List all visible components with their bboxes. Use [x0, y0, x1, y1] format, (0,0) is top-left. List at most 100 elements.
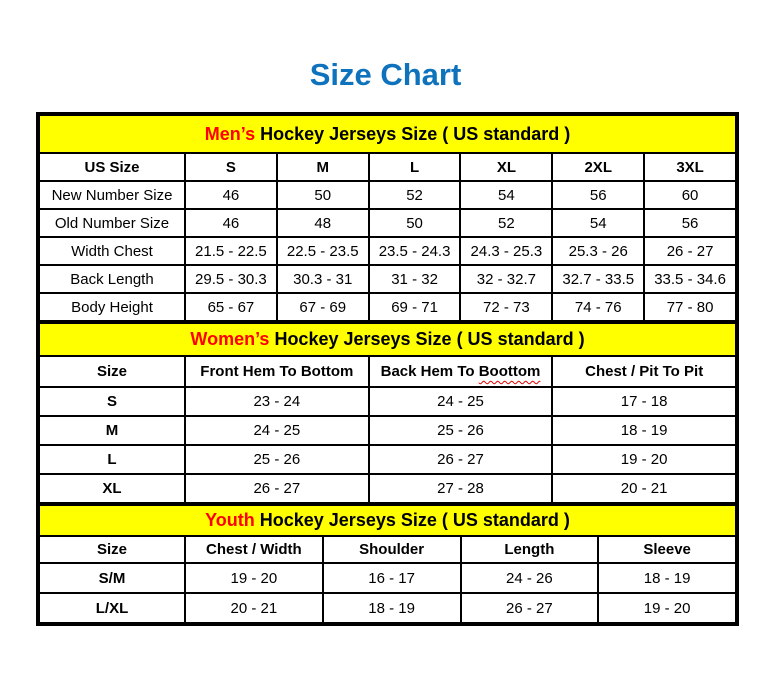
mens-value-cell: 22.5 - 23.5 [275, 236, 370, 266]
womens-value-cell: 19 - 20 [551, 444, 737, 475]
youth-value-cell: 26 - 27 [459, 592, 600, 624]
womens-data-row: S 23 - 24 24 - 25 17 - 18 [38, 386, 737, 417]
womens-value-cell: 24 - 25 [184, 415, 370, 446]
mens-data-row: New Number Size 46 50 52 54 56 60 [38, 180, 737, 210]
mens-value-cell: 21.5 - 22.5 [184, 236, 278, 266]
column-header-misspelled-word: Boottom [478, 363, 541, 380]
size-chart-page: Size Chart Men’s Hockey Jerseys Size ( U… [36, 57, 739, 626]
size-tables-container: Men’s Hockey Jerseys Size ( US standard … [36, 112, 739, 626]
mens-value-cell: 67 - 69 [275, 292, 370, 322]
womens-column-header: Back Hem To Boottom [367, 355, 554, 388]
mens-row-label: New Number Size [38, 180, 186, 210]
mens-value-cell: 77 - 80 [643, 292, 737, 322]
mens-value-cell: 32 - 32.7 [459, 264, 554, 294]
youth-data-row: L/XL 20 - 21 18 - 19 26 - 27 19 - 20 [38, 592, 737, 624]
mens-size-table: Men’s Hockey Jerseys Size ( US standard … [38, 114, 737, 322]
youth-value-cell: 24 - 26 [459, 562, 600, 594]
mens-value-cell: 26 - 27 [643, 236, 737, 266]
womens-value-cell: 27 - 28 [367, 473, 554, 504]
mens-value-cell: 56 [643, 208, 737, 238]
mens-column-header: S [184, 152, 278, 182]
mens-column-header: 2XL [551, 152, 646, 182]
mens-value-cell: 65 - 67 [184, 292, 278, 322]
womens-value-cell: 17 - 18 [551, 386, 737, 417]
mens-value-cell: 54 [551, 208, 646, 238]
mens-value-cell: 69 - 71 [367, 292, 462, 322]
womens-title-accent: Women’s [190, 329, 270, 349]
youth-value-cell: 19 - 20 [597, 592, 737, 624]
mens-value-cell: 29.5 - 30.3 [184, 264, 278, 294]
mens-value-cell: 52 [459, 208, 554, 238]
womens-size-table: Women’s Hockey Jerseys Size ( US standar… [38, 322, 737, 504]
mens-value-cell: 25.3 - 26 [551, 236, 646, 266]
youth-title-accent: Youth [205, 510, 255, 530]
mens-value-cell: 32.7 - 33.5 [551, 264, 646, 294]
youth-column-header: Length [459, 535, 600, 564]
mens-title-accent: Men’s [204, 123, 256, 144]
mens-value-cell: 33.5 - 34.6 [643, 264, 737, 294]
mens-value-cell: 74 - 76 [551, 292, 646, 322]
womens-row-label: L [38, 444, 186, 475]
womens-row-label: M [38, 415, 186, 446]
mens-value-cell: 52 [367, 180, 462, 210]
mens-data-row: Old Number Size 46 48 50 52 54 56 [38, 208, 737, 238]
mens-value-cell: 60 [643, 180, 737, 210]
page-title: Size Chart [309, 57, 462, 92]
youth-data-row: S/M 19 - 20 16 - 17 24 - 26 18 - 19 [38, 562, 737, 594]
womens-column-header: Chest / Pit To Pit [551, 355, 737, 388]
womens-data-row: L 25 - 26 26 - 27 19 - 20 [38, 444, 737, 475]
mens-title-rest: Hockey Jerseys Size ( US standard ) [255, 123, 571, 144]
womens-title-rest: Hockey Jerseys Size ( US standard ) [269, 329, 585, 349]
womens-value-cell: 18 - 19 [551, 415, 737, 446]
womens-column-header-row: Size Front Hem To Bottom Back Hem To Boott… [38, 355, 737, 388]
womens-column-header: Front Hem To Bottom [184, 355, 370, 388]
youth-size-table: Youth Hockey Jerseys Size ( US standard … [38, 504, 737, 624]
mens-column-header: 3XL [643, 152, 737, 182]
womens-section-title-row: Women’s Hockey Jerseys Size ( US standar… [38, 322, 737, 357]
mens-section-title: Men’s Hockey Jerseys Size ( US standard … [38, 114, 737, 154]
mens-column-header: M [275, 152, 370, 182]
mens-value-cell: 23.5 - 24.3 [367, 236, 462, 266]
womens-section-title: Women’s Hockey Jerseys Size ( US standar… [38, 322, 737, 357]
womens-column-header: Size [38, 355, 186, 388]
womens-value-cell: 26 - 27 [184, 473, 370, 504]
mens-column-header: XL [459, 152, 554, 182]
mens-value-cell: 30.3 - 31 [275, 264, 370, 294]
mens-value-cell: 54 [459, 180, 554, 210]
mens-data-row: Width Chest 21.5 - 22.5 22.5 - 23.5 23.5 - … [38, 236, 737, 266]
mens-section-title-row: Men’s Hockey Jerseys Size ( US standard … [38, 114, 737, 154]
womens-value-cell: 25 - 26 [367, 415, 554, 446]
mens-column-header: US Size [38, 152, 186, 182]
womens-data-row: M 24 - 25 25 - 26 18 - 19 [38, 415, 737, 446]
mens-value-cell: 72 - 73 [459, 292, 554, 322]
mens-column-header-row: US Size S M L XL 2XL 3XL [38, 152, 737, 182]
mens-value-cell: 46 [184, 180, 278, 210]
youth-column-header: Size [38, 535, 186, 564]
youth-section-title-row: Youth Hockey Jerseys Size ( US standard … [38, 504, 737, 537]
mens-value-cell: 50 [367, 208, 462, 238]
mens-row-label: Back Length [38, 264, 186, 294]
mens-row-label: Body Height [38, 292, 186, 322]
youth-row-label: L/XL [38, 592, 186, 624]
youth-column-header-row: Size Chest / Width Shoulder Length Sleeve [38, 535, 737, 564]
youth-column-header: Sleeve [597, 535, 737, 564]
mens-value-cell: 46 [184, 208, 278, 238]
youth-title-rest: Hockey Jerseys Size ( US standard ) [254, 510, 570, 530]
mens-data-row: Body Height 65 - 67 67 - 69 69 - 71 72 - 73 7… [38, 292, 737, 322]
mens-value-cell: 48 [275, 208, 370, 238]
youth-section-title: Youth Hockey Jerseys Size ( US standard … [38, 504, 737, 537]
youth-value-cell: 18 - 19 [597, 562, 737, 594]
womens-value-cell: 26 - 27 [367, 444, 554, 475]
youth-value-cell: 18 - 19 [321, 592, 462, 624]
mens-value-cell: 31 - 32 [367, 264, 462, 294]
mens-row-label: Width Chest [38, 236, 186, 266]
mens-row-label: Old Number Size [38, 208, 186, 238]
youth-value-cell: 19 - 20 [184, 562, 324, 594]
youth-column-header: Chest / Width [184, 535, 324, 564]
womens-value-cell: 20 - 21 [551, 473, 737, 504]
mens-value-cell: 56 [551, 180, 646, 210]
womens-value-cell: 25 - 26 [184, 444, 370, 475]
youth-value-cell: 20 - 21 [184, 592, 324, 624]
youth-value-cell: 16 - 17 [321, 562, 462, 594]
womens-row-label: S [38, 386, 186, 417]
